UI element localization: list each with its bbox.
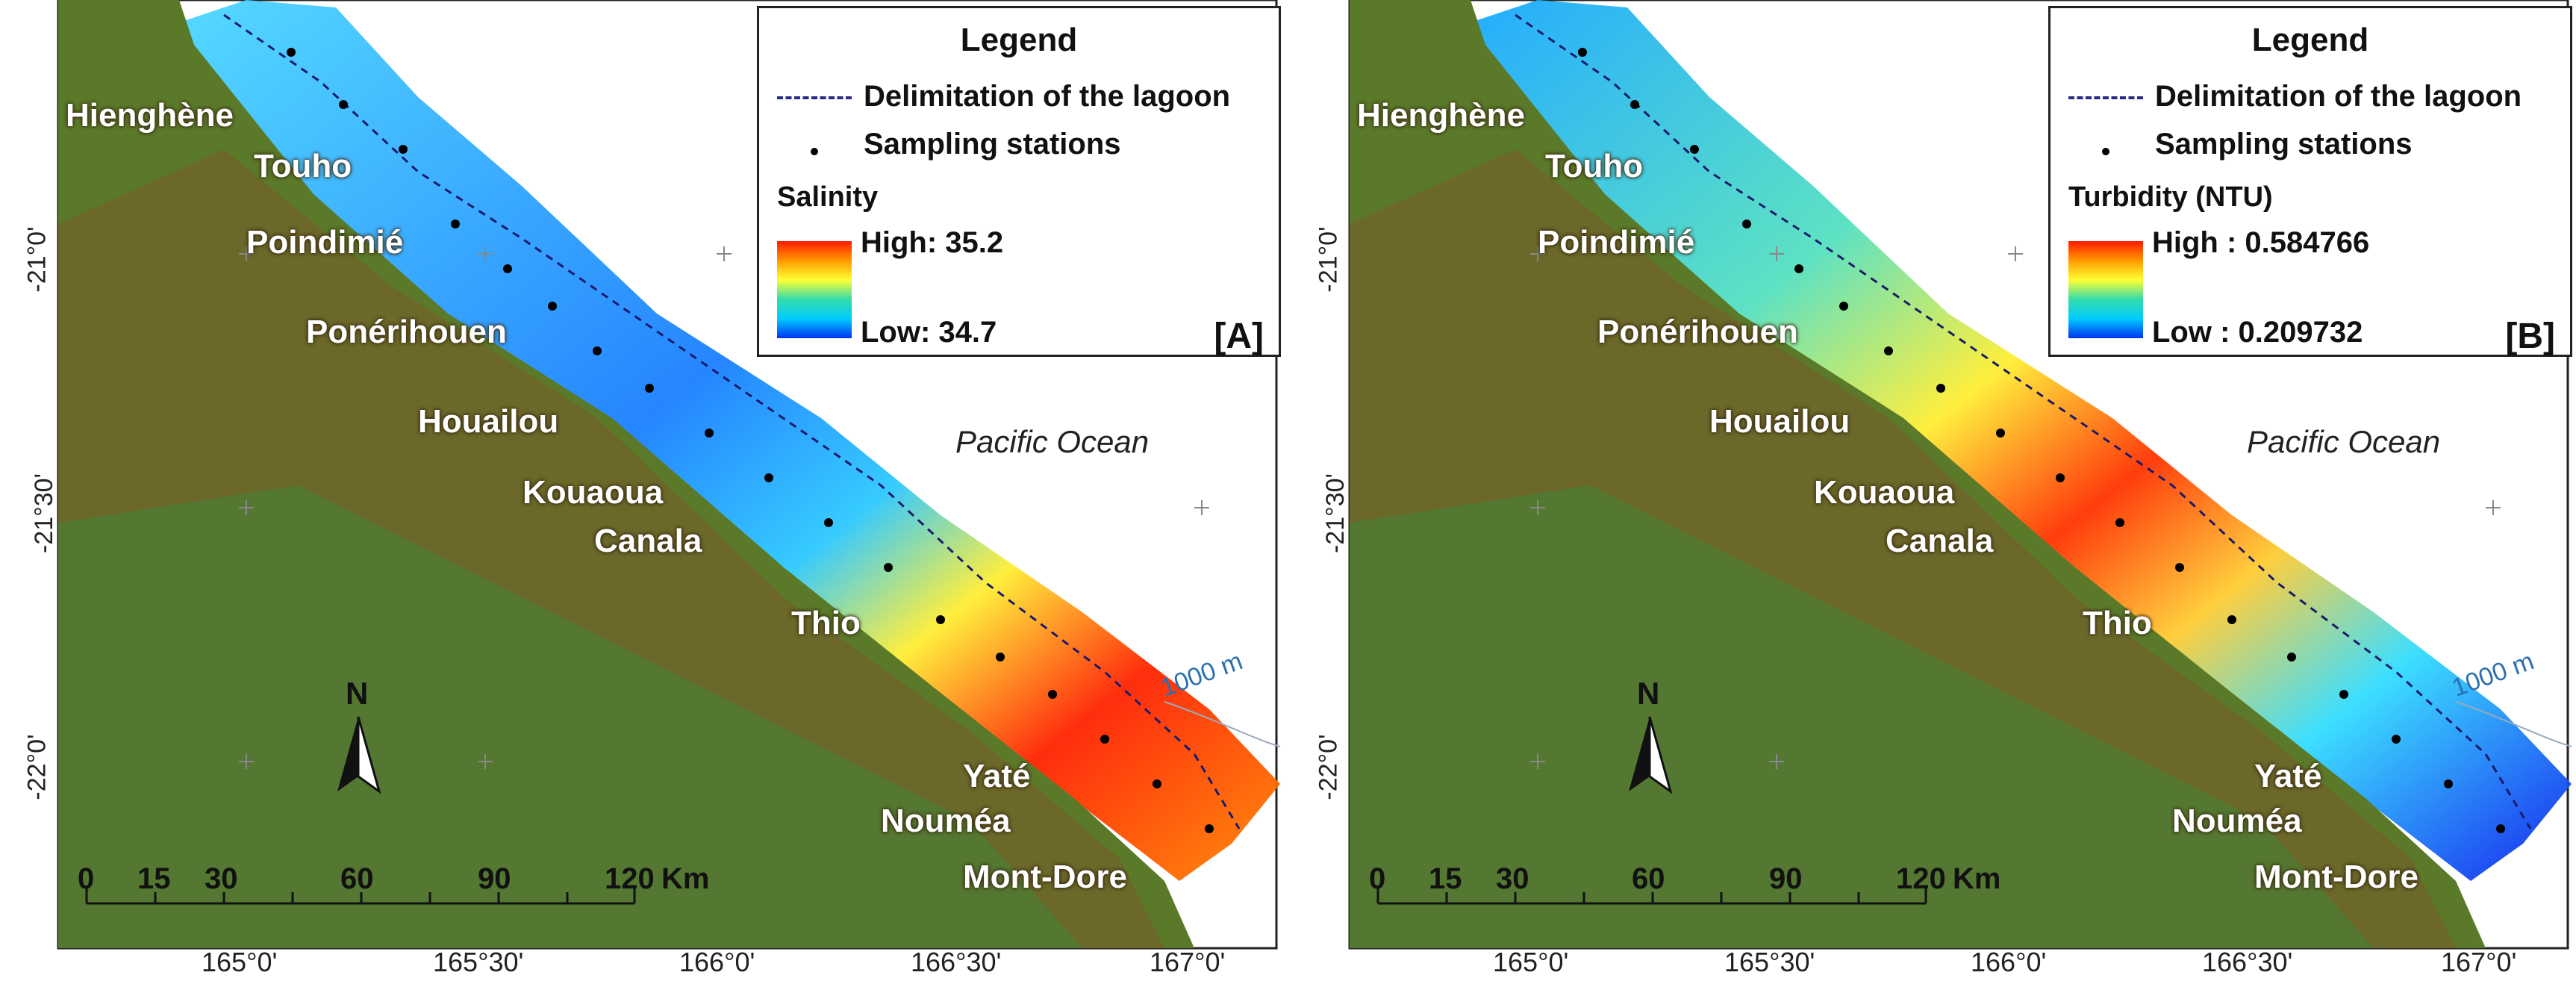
lon-label: 165°0' <box>1493 947 1569 977</box>
legend-variable: Turbidity (NTU) <box>2068 181 2273 213</box>
ocean-label: Pacific Ocean <box>955 424 1150 459</box>
lon-label: 166°0' <box>1971 947 2047 977</box>
panel-label: [A] <box>1214 317 1264 356</box>
town-label: Yaté <box>2254 758 2322 794</box>
town-label: Kouaoua <box>523 474 664 511</box>
isobath-line <box>2455 701 2572 747</box>
legend-high: High: 35.2 <box>861 226 1004 259</box>
legend-row-line: Delimitation of the lagoon <box>2068 80 2522 113</box>
town-label: Thio <box>2083 605 2152 641</box>
town-label: Touho <box>254 148 352 184</box>
lon-label: 166°30' <box>2202 947 2293 977</box>
legend-low: Low: 34.7 <box>861 316 997 349</box>
town-label: Hienghène <box>1357 97 1525 134</box>
lat-label: -22°0' <box>1314 734 1343 800</box>
lon-label: 165°30' <box>1724 947 1815 977</box>
town-label: Yaté <box>963 758 1031 794</box>
town-label: Ponérihouen <box>306 314 507 350</box>
town-label: Houailou <box>1709 403 1850 440</box>
legend-row-dot: Sampling stations <box>2068 128 2413 163</box>
town-label: Houailou <box>418 403 559 440</box>
town-label: Touho <box>1545 148 1644 184</box>
scale-tick: 0 <box>78 862 95 895</box>
town-label: Ponérihouen <box>1597 314 1798 350</box>
scale-unit: Km <box>661 862 710 895</box>
map-panel-a: Legend Delimitation of the lagoon Sampli… <box>0 0 1284 990</box>
scale-tick: 120 <box>605 862 655 895</box>
north-arrow <box>337 717 358 791</box>
scale-tick: 60 <box>1632 862 1665 895</box>
legend-box: Legend Delimitation of the lagoon Sampli… <box>2048 6 2572 357</box>
panel-label: [B] <box>2505 317 2555 356</box>
scale-tick: 15 <box>1429 862 1462 895</box>
legend-line-label: Delimitation of the lagoon <box>2155 80 2522 113</box>
town-label: Mont-Dore <box>963 859 1127 895</box>
lon-label: 166°0' <box>679 947 755 977</box>
lat-label: -21°30' <box>1321 473 1350 554</box>
lat-label: -22°0' <box>22 734 52 800</box>
north-arrow <box>1629 717 1650 791</box>
scale-tick: 30 <box>1496 862 1529 895</box>
legend-high: High : 0.584766 <box>2152 226 2370 259</box>
map-panel-b: Legend Delimitation of the lagoon Sampli… <box>1291 0 2575 990</box>
dash-line-icon <box>2068 96 2143 100</box>
scale-tick: 15 <box>137 862 171 895</box>
north-label: N <box>346 676 369 711</box>
color-ramp <box>777 241 852 338</box>
isobath-line <box>1164 701 1281 747</box>
legend-row-dot: Sampling stations <box>777 128 1121 163</box>
legend-line-label: Delimitation of the lagoon <box>864 80 1231 113</box>
lon-label: 167°0' <box>2441 947 2517 977</box>
legend-box: Legend Delimitation of the lagoon Sampli… <box>757 6 1281 357</box>
scale-unit: Km <box>1953 862 2001 895</box>
lon-label: 166°30' <box>911 947 1002 977</box>
scale-tick: 90 <box>1769 862 1803 895</box>
scale-tick: 0 <box>1369 862 1386 895</box>
scale-tick: 30 <box>205 862 238 895</box>
dash-line-icon <box>777 96 852 100</box>
scale-tick: 60 <box>340 862 374 895</box>
town-label: Thio <box>791 605 861 641</box>
lat-label: -21°0' <box>1314 226 1343 293</box>
town-label: Poindimié <box>246 224 404 261</box>
town-label: Hienghène <box>66 97 234 134</box>
town-label: Poindimié <box>1538 224 1695 261</box>
lon-label: 165°30' <box>433 947 524 977</box>
town-label: Mont-Dore <box>2254 859 2418 895</box>
ocean-label: Pacific Ocean <box>2247 424 2441 459</box>
town-label: Nouméa <box>881 803 1011 839</box>
legend-title: Legend <box>2251 22 2369 58</box>
lat-label: -21°30' <box>30 473 59 554</box>
town-label: Nouméa <box>2172 803 2302 839</box>
lon-label: 167°0' <box>1150 947 1226 977</box>
scale-tick: 90 <box>478 862 511 895</box>
legend-title: Legend <box>960 22 1078 58</box>
lon-label: 165°0' <box>202 947 278 977</box>
legend-dot-label: Sampling stations <box>864 128 1121 161</box>
town-label: Kouaoua <box>1814 474 1955 511</box>
dot-icon <box>2068 129 2143 163</box>
color-ramp <box>2068 241 2143 338</box>
dot-icon <box>777 129 852 163</box>
legend-variable: Salinity <box>777 181 879 213</box>
legend-row-line: Delimitation of the lagoon <box>777 80 1230 113</box>
legend-dot-label: Sampling stations <box>2155 128 2413 161</box>
town-label: Canala <box>1886 523 1994 559</box>
lagoon-delimitation <box>223 13 1241 829</box>
sampling-stations <box>1578 48 2505 833</box>
scale-bar <box>85 888 636 905</box>
lat-label: -21°0' <box>22 226 52 293</box>
scale-bar <box>1376 888 1927 905</box>
scale-tick: 120 <box>1896 862 1946 895</box>
legend-low: Low : 0.209732 <box>2152 316 2363 349</box>
lagoon-delimitation <box>1515 13 2532 829</box>
town-label: Canala <box>594 523 702 559</box>
sampling-stations <box>287 48 1214 833</box>
north-label: N <box>1637 676 1660 711</box>
